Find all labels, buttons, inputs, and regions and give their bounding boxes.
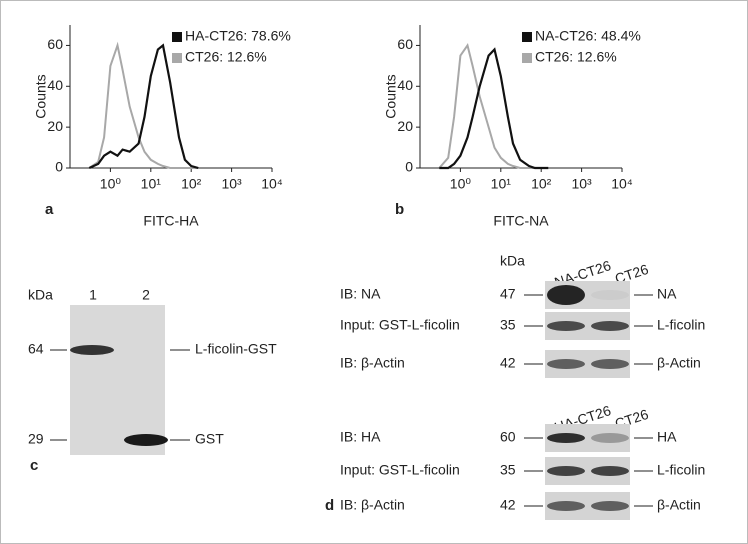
x-tick-label: 10²: [181, 176, 202, 192]
y-axis-label: Counts: [33, 74, 49, 118]
band-label: L-ficolin-GST: [195, 341, 277, 357]
band: [591, 433, 629, 443]
row-label: IB: β-Actin: [340, 355, 405, 371]
panel-label: b: [395, 201, 404, 218]
y-tick-label: 40: [397, 77, 413, 93]
band: [591, 359, 629, 369]
y-axis-label: Counts: [383, 74, 399, 118]
band-label: HA: [657, 429, 677, 445]
band-label: β-Actin: [657, 355, 701, 371]
kda-value: 42: [500, 497, 516, 513]
row-label: Input: GST-L-ficolin: [340, 462, 460, 478]
lane-label: 2: [142, 287, 150, 303]
band-label: β-Actin: [657, 497, 701, 513]
x-tick-label: 10⁰: [100, 176, 122, 192]
kda-value: 35: [500, 462, 516, 478]
band: [547, 433, 585, 443]
panel-label: d: [325, 497, 334, 514]
y-tick-label: 20: [47, 118, 63, 134]
band: [591, 321, 629, 331]
legend-label: CT26: 12.6%: [185, 49, 267, 65]
x-axis-label: FITC-HA: [143, 213, 199, 229]
histogram-line: [88, 43, 199, 170]
x-axis-label: FITC-NA: [493, 213, 549, 229]
band: [591, 501, 629, 511]
legend-swatch: [522, 32, 532, 42]
row-label: IB: HA: [340, 429, 381, 445]
kda-label: kDa: [500, 253, 525, 269]
band: [70, 345, 114, 355]
row-label: IB: NA: [340, 286, 381, 302]
marker-label: 64: [28, 341, 44, 357]
panel-label: a: [45, 201, 54, 218]
band: [547, 321, 585, 331]
y-tick-label: 0: [55, 159, 63, 175]
x-tick-label: 10³: [571, 176, 592, 192]
band: [124, 434, 168, 446]
x-tick-label: 10⁴: [611, 176, 633, 192]
x-tick-label: 10⁰: [450, 176, 472, 192]
row-label: Input: GST-L-ficolin: [340, 317, 460, 333]
x-tick-label: 10³: [221, 176, 242, 192]
kda-value: 42: [500, 355, 516, 371]
x-tick-label: 10¹: [141, 176, 162, 192]
y-tick-label: 20: [397, 118, 413, 134]
row-label: IB: β-Actin: [340, 497, 405, 513]
histogram-line: [88, 41, 199, 169]
band: [591, 466, 629, 476]
y-tick-label: 60: [47, 36, 63, 52]
kda-value: 47: [500, 286, 516, 302]
band-label: GST: [195, 431, 224, 447]
kda-value: 35: [500, 317, 516, 333]
band-label: NA: [657, 286, 677, 302]
legend-label: CT26: 12.6%: [535, 49, 617, 65]
legend-label: NA-CT26: 48.4%: [535, 28, 641, 44]
legend-swatch: [522, 53, 532, 63]
marker-label: 29: [28, 431, 44, 447]
legend-swatch: [172, 53, 182, 63]
kda-label: kDa: [28, 287, 53, 303]
x-tick-label: 10⁴: [261, 176, 283, 192]
y-tick-label: 0: [405, 159, 413, 175]
band: [547, 466, 585, 476]
x-tick-label: 10¹: [491, 176, 512, 192]
band-label: L-ficolin: [657, 462, 705, 478]
y-tick-label: 40: [47, 77, 63, 93]
x-tick-label: 10²: [531, 176, 552, 192]
band-label: L-ficolin: [657, 317, 705, 333]
band: [547, 359, 585, 369]
kda-value: 60: [500, 429, 516, 445]
histogram-line: [439, 47, 549, 170]
band: [591, 290, 629, 300]
histogram-line: [438, 43, 549, 169]
legend-swatch: [172, 32, 182, 42]
legend-label: HA-CT26: 78.6%: [185, 28, 291, 44]
y-tick-label: 60: [397, 36, 413, 52]
blot: [70, 305, 165, 455]
band: [547, 501, 585, 511]
band: [547, 285, 585, 305]
lane-label: 1: [89, 287, 97, 303]
panel-label: c: [30, 457, 38, 474]
